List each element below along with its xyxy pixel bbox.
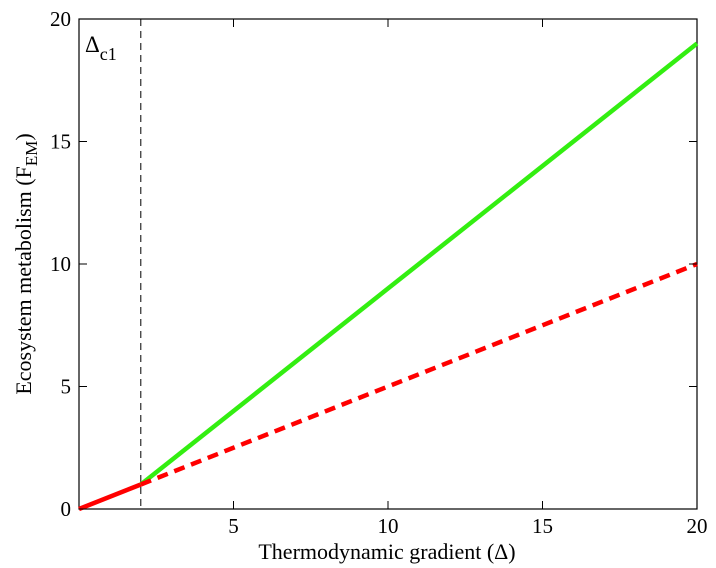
x-tick-label: 10 [378, 514, 399, 538]
threshold-annotation-main: Δ [85, 32, 100, 57]
y-tick-label: 0 [61, 497, 72, 521]
tick-layer: 5 10 15 20 0 5 10 15 20 [50, 7, 708, 538]
y-tick-label: 10 [50, 252, 71, 276]
series-line-2 [139, 41, 699, 487]
x-tick-label: 5 [228, 514, 239, 538]
x-axis-label: Thermodynamic gradient (Δ) [258, 539, 515, 564]
y-axis-label-sub: EM [22, 141, 41, 167]
y-tick-label: 15 [50, 130, 71, 154]
series-line-3 [139, 261, 698, 487]
x-tick-label: 20 [687, 514, 708, 538]
y-axis-label: Ecosystem metabolism (FEM) [11, 133, 41, 394]
y-tick-label: 20 [50, 7, 71, 31]
threshold-annotation: Δc1 [85, 32, 117, 64]
y-axis-label-main: Ecosystem metabolism (F [11, 166, 36, 395]
series-layer [78, 41, 699, 512]
series-line-1 [78, 482, 142, 512]
threshold-annotation-sub: c1 [100, 44, 117, 64]
y-axis-label-close: ) [11, 133, 36, 140]
y-tick-label: 5 [61, 375, 72, 399]
plot-area-frame [78, 18, 698, 510]
x-tick-label: 15 [532, 514, 553, 538]
